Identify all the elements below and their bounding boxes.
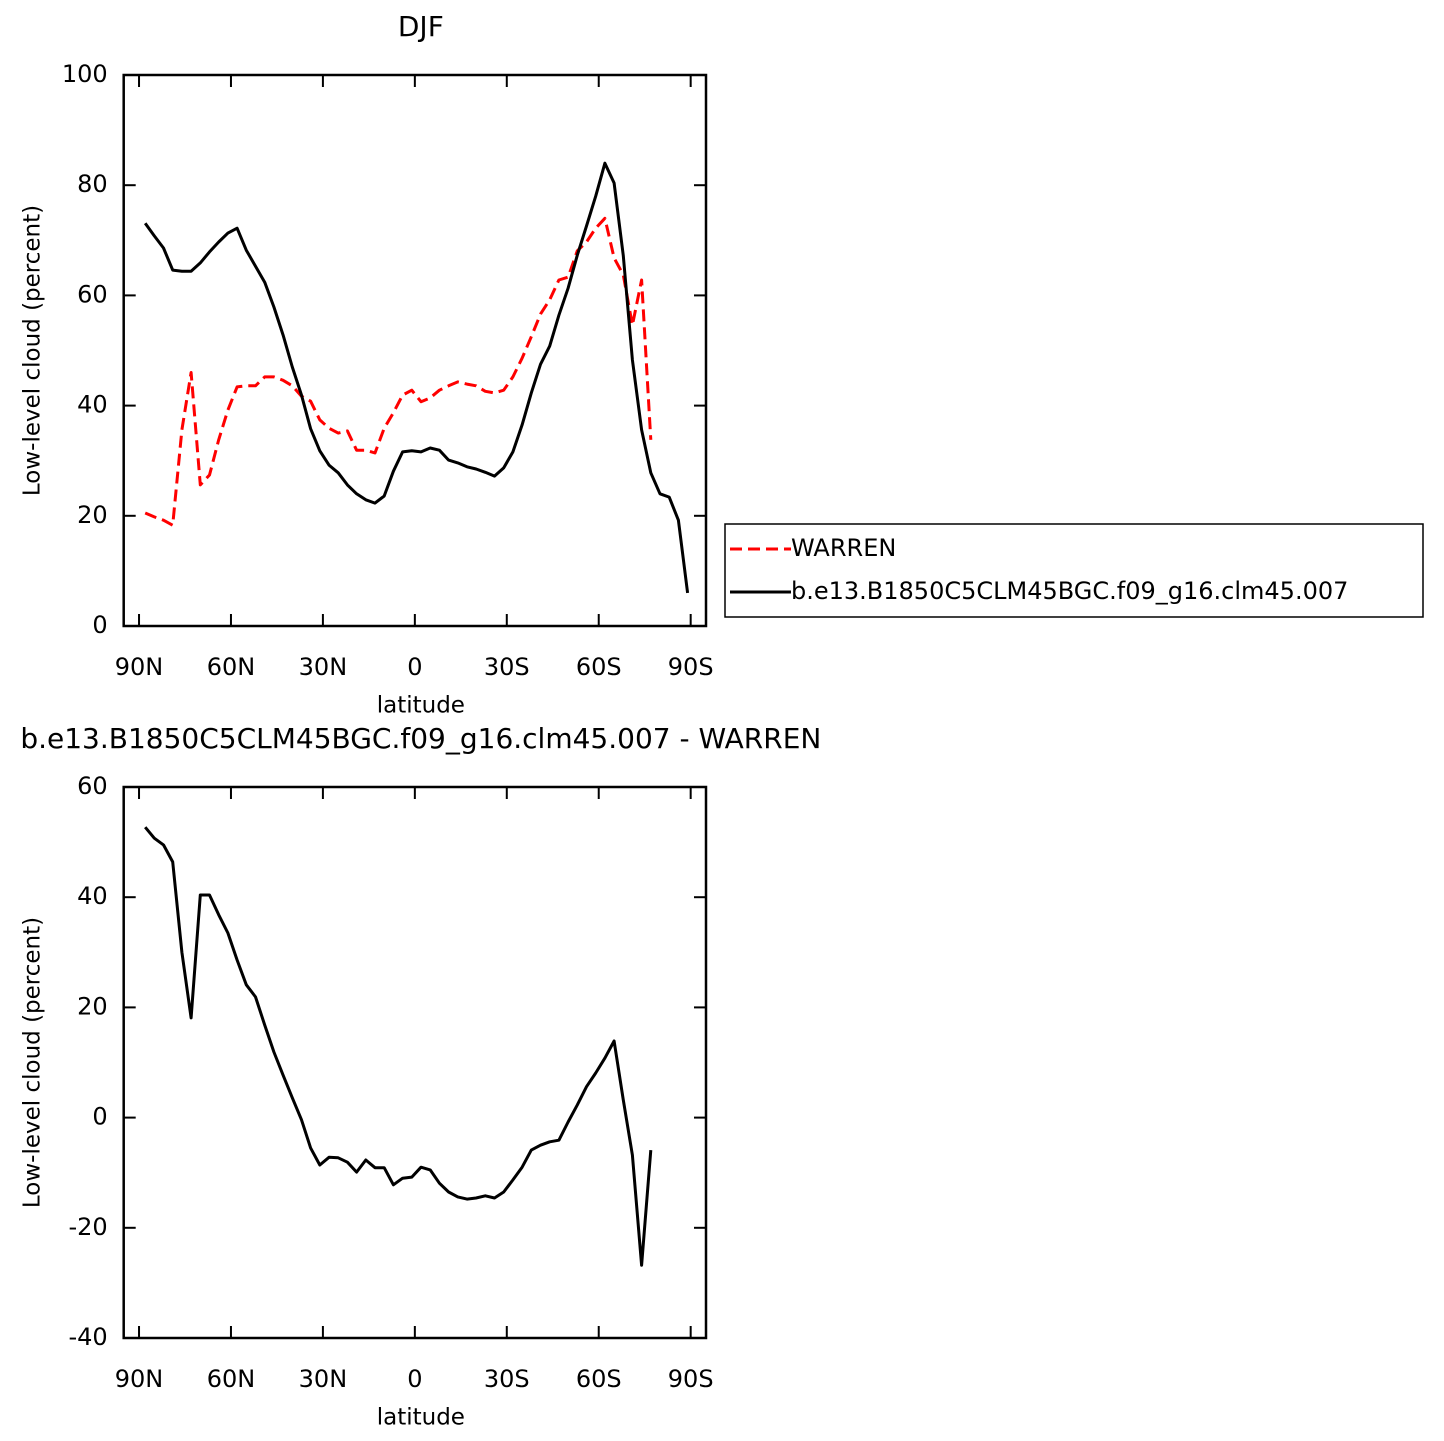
x-tick-label: 60N: [207, 1365, 256, 1393]
legend-label: WARREN: [791, 534, 896, 562]
y-tick-label: 100: [62, 60, 108, 88]
x-tick-label: 90N: [115, 1365, 164, 1393]
x-tick-label: 90N: [115, 653, 164, 681]
x-tick-label: 60N: [207, 653, 256, 681]
x-tick-label: 30S: [484, 1365, 530, 1393]
data-line: [144, 216, 653, 527]
y-tick-label: 80: [77, 170, 108, 198]
data-line: [144, 826, 653, 1267]
y-tick-label: 40: [77, 882, 108, 910]
chart-title: b.e13.B1850C5CLM45BGC.f09_g16.clm45.007 …: [20, 722, 821, 755]
y-tick-label: -40: [68, 1323, 107, 1351]
x-tick-label: 90S: [668, 653, 714, 681]
y-tick-label: 20: [77, 992, 108, 1020]
x-tick-label: 0: [407, 1365, 422, 1393]
x-tick-label: 0: [407, 653, 422, 681]
x-tick-label: 60S: [576, 1365, 622, 1393]
legend-box: [724, 523, 1424, 618]
x-tick-label: 30S: [484, 653, 530, 681]
plot-frame: [122, 785, 708, 1340]
x-tick-label: 30N: [299, 653, 348, 681]
chart-title: DJF: [398, 10, 444, 43]
y-tick-label: 20: [77, 501, 108, 529]
y-tick-label: 0: [92, 611, 107, 639]
x-tick-label: 60S: [576, 653, 622, 681]
y-axis-label: Low-level cloud (percent): [20, 205, 46, 496]
y-tick-label: 40: [77, 391, 108, 419]
legend-label: b.e13.B1850C5CLM45BGC.f09_g16.clm45.007: [791, 577, 1348, 605]
y-axis-label: Low-level cloud (percent): [20, 917, 46, 1208]
y-tick-label: -20: [68, 1213, 107, 1241]
x-tick-label: 30N: [299, 1365, 348, 1393]
y-tick-label: 0: [92, 1103, 107, 1131]
data-line: [143, 161, 690, 594]
x-axis-label: latitude: [377, 1405, 465, 1431]
plot-frame: [122, 73, 708, 628]
x-tick-label: 90S: [668, 1365, 714, 1393]
y-tick-label: 60: [77, 772, 108, 800]
y-tick-label: 60: [77, 280, 108, 308]
x-axis-label: latitude: [377, 693, 465, 719]
